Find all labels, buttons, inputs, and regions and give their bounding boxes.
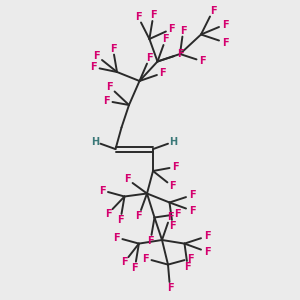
Text: F: F <box>146 52 153 63</box>
Text: F: F <box>106 82 113 92</box>
Text: F: F <box>204 247 210 257</box>
Text: F: F <box>187 254 194 264</box>
Text: F: F <box>162 34 169 44</box>
Text: F: F <box>124 174 131 184</box>
Text: F: F <box>167 212 173 222</box>
Text: F: F <box>142 254 149 264</box>
Text: F: F <box>189 190 195 200</box>
Text: F: F <box>105 208 112 219</box>
Text: F: F <box>150 10 157 20</box>
Text: F: F <box>172 162 179 172</box>
Text: H: H <box>91 137 99 147</box>
Text: F: F <box>174 209 180 219</box>
Text: F: F <box>122 256 128 267</box>
Text: F: F <box>204 231 210 242</box>
Text: F: F <box>110 44 116 54</box>
Text: F: F <box>167 283 173 293</box>
Text: F: F <box>99 185 105 196</box>
Text: F: F <box>222 38 229 48</box>
Text: F: F <box>131 263 138 273</box>
Text: F: F <box>160 68 166 78</box>
Text: F: F <box>135 12 142 22</box>
Text: F: F <box>184 262 191 272</box>
Text: F: F <box>113 232 120 243</box>
Text: F: F <box>103 96 110 106</box>
Text: F: F <box>90 62 97 72</box>
Text: F: F <box>210 5 216 16</box>
Text: F: F <box>117 215 124 225</box>
Text: F: F <box>177 49 183 59</box>
Text: F: F <box>222 20 229 30</box>
Text: F: F <box>169 181 176 191</box>
Text: F: F <box>147 236 154 246</box>
Text: F: F <box>94 51 100 61</box>
Text: F: F <box>199 56 206 66</box>
Text: F: F <box>169 221 176 231</box>
Text: F: F <box>168 24 175 34</box>
Text: F: F <box>189 206 195 216</box>
Text: H: H <box>169 137 178 147</box>
Text: F: F <box>136 211 142 221</box>
Text: F: F <box>180 26 187 36</box>
